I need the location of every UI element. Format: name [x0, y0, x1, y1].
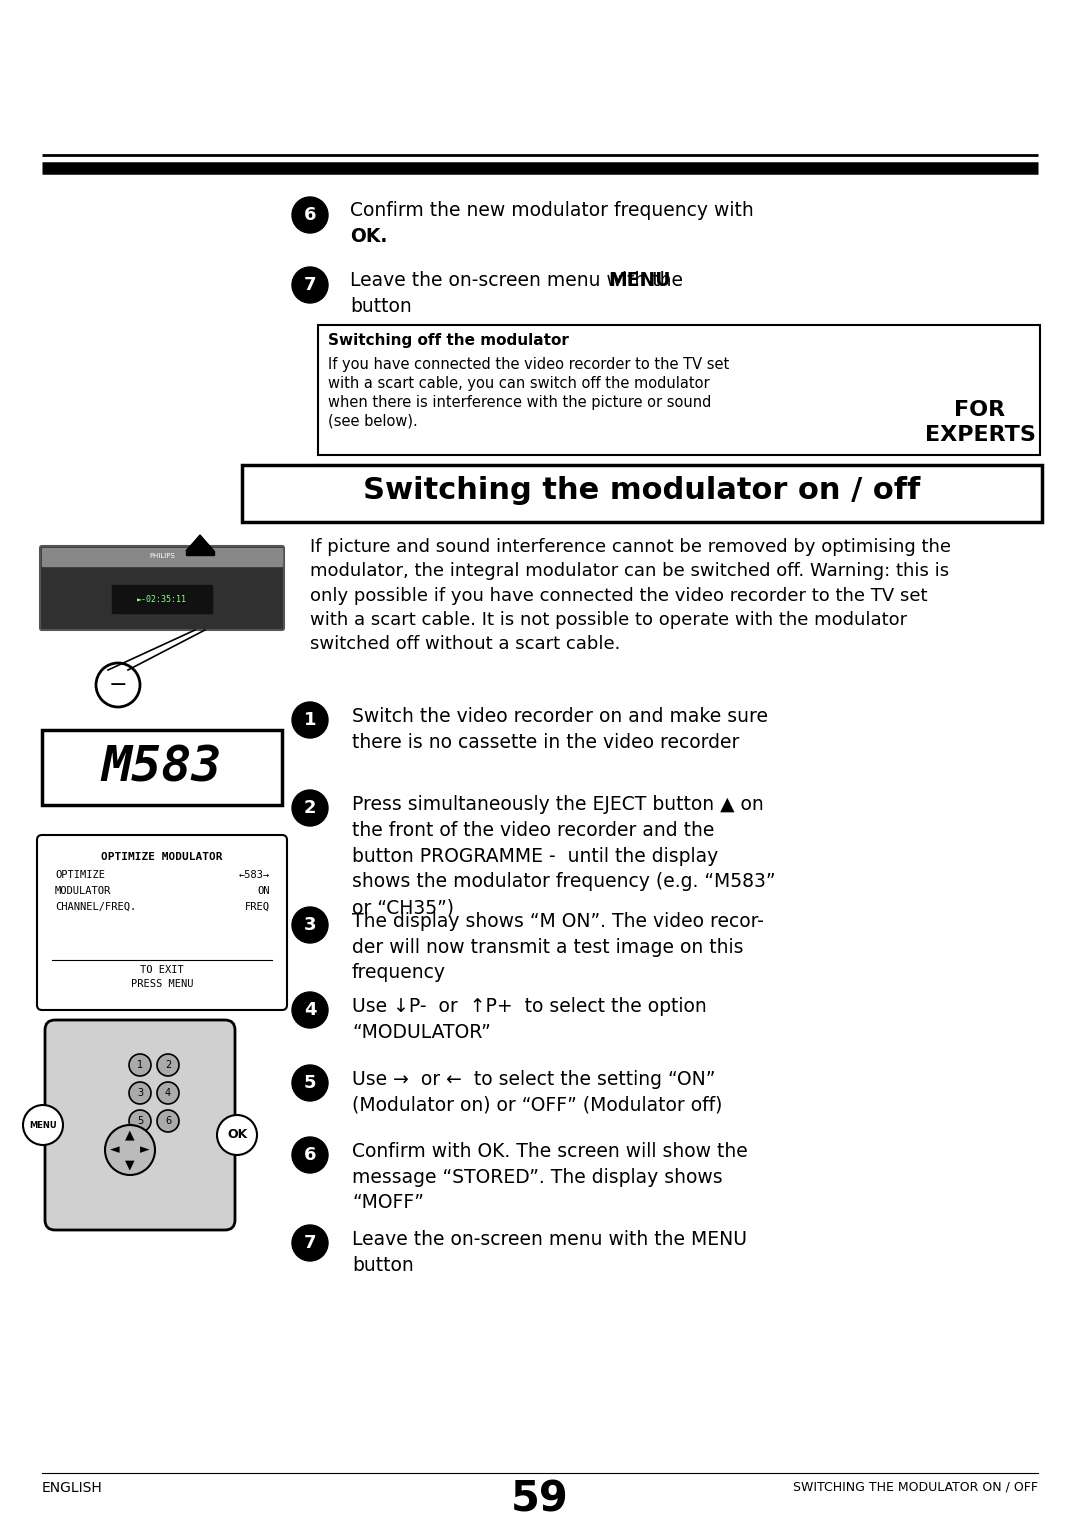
Circle shape — [292, 1137, 328, 1174]
Circle shape — [292, 908, 328, 943]
Text: MENU: MENU — [608, 270, 671, 290]
Text: 4: 4 — [165, 1088, 171, 1099]
Circle shape — [292, 701, 328, 738]
Text: If picture and sound interference cannot be removed by optimising the
modulator,: If picture and sound interference cannot… — [310, 538, 951, 652]
Text: Use →  or ←  to select the setting “ON”
(Modulator on) or “OFF” (Modulator off): Use → or ← to select the setting “ON” (M… — [352, 1070, 723, 1115]
Text: Leave the on-screen menu with the: Leave the on-screen menu with the — [350, 270, 689, 290]
Text: MENU: MENU — [29, 1120, 57, 1129]
Circle shape — [96, 663, 140, 707]
FancyBboxPatch shape — [42, 730, 282, 805]
Text: 7: 7 — [303, 277, 316, 293]
Text: ON: ON — [257, 886, 270, 895]
FancyBboxPatch shape — [37, 834, 287, 1010]
Text: Confirm with OK. The screen will show the
message “STORED”. The display shows
“M: Confirm with OK. The screen will show th… — [352, 1141, 747, 1213]
Text: ▲: ▲ — [125, 1129, 135, 1141]
Text: 5: 5 — [303, 1074, 316, 1093]
Text: ►-02:35:11: ►-02:35:11 — [137, 594, 187, 604]
Text: ◄: ◄ — [110, 1143, 120, 1157]
Polygon shape — [186, 535, 214, 552]
Text: Confirm the new modulator frequency with: Confirm the new modulator frequency with — [350, 202, 754, 220]
Text: 2: 2 — [303, 799, 316, 817]
Text: ENGLISH: ENGLISH — [42, 1481, 103, 1494]
Text: Press simultaneously the EJECT button ▲ on
the front of the video recorder and t: Press simultaneously the EJECT button ▲ … — [352, 795, 775, 917]
Text: 1: 1 — [137, 1060, 143, 1070]
Text: TO EXIT: TO EXIT — [140, 966, 184, 975]
Text: OPTIMIZE: OPTIMIZE — [55, 869, 105, 880]
Text: button: button — [350, 296, 411, 316]
Circle shape — [105, 1125, 156, 1175]
Text: when there is interference with the picture or sound: when there is interference with the pict… — [328, 396, 712, 410]
Text: The display shows “M ON”. The video recor-
der will now transmit a test image on: The display shows “M ON”. The video reco… — [352, 912, 764, 983]
FancyBboxPatch shape — [45, 1021, 235, 1230]
Text: (see below).: (see below). — [328, 414, 418, 429]
Text: with a scart cable, you can switch off the modulator: with a scart cable, you can switch off t… — [328, 376, 710, 391]
Text: Use ↓P-  or  ↑P+  to select the option
“MODULATOR”: Use ↓P- or ↑P+ to select the option “MOD… — [352, 996, 706, 1042]
Text: 5: 5 — [137, 1115, 144, 1126]
Circle shape — [129, 1082, 151, 1105]
Text: 6: 6 — [165, 1115, 171, 1126]
Text: FREQ: FREQ — [245, 902, 270, 912]
Circle shape — [157, 1109, 179, 1132]
Text: OPTIMIZE MODULATOR: OPTIMIZE MODULATOR — [102, 853, 222, 862]
Circle shape — [292, 267, 328, 303]
Text: CHANNEL/FREQ.: CHANNEL/FREQ. — [55, 902, 136, 912]
Text: EXPERTS: EXPERTS — [924, 425, 1036, 445]
Bar — [186, 552, 214, 555]
Text: OK: OK — [227, 1129, 247, 1141]
Circle shape — [157, 1082, 179, 1105]
Text: 3: 3 — [137, 1088, 143, 1099]
Circle shape — [292, 790, 328, 827]
Text: Switching the modulator on / off: Switching the modulator on / off — [363, 477, 920, 504]
Text: PRESS MENU: PRESS MENU — [131, 979, 193, 989]
Text: ←583→: ←583→ — [239, 869, 270, 880]
Bar — [112, 585, 212, 613]
Text: −: − — [109, 675, 127, 695]
Text: Leave the on-screen menu with the MENU
button: Leave the on-screen menu with the MENU b… — [352, 1230, 747, 1274]
Bar — [42, 549, 282, 565]
Text: 4: 4 — [303, 1001, 316, 1019]
Text: FOR: FOR — [955, 400, 1005, 420]
Circle shape — [292, 197, 328, 232]
Circle shape — [292, 992, 328, 1028]
Text: M583: M583 — [102, 744, 222, 792]
FancyBboxPatch shape — [40, 545, 284, 630]
Text: OK.: OK. — [350, 228, 388, 246]
Text: If you have connected the video recorder to the TV set: If you have connected the video recorder… — [328, 358, 729, 371]
Text: 59: 59 — [511, 1478, 569, 1520]
Circle shape — [217, 1115, 257, 1155]
Text: PHILIPS: PHILIPS — [149, 553, 175, 559]
Circle shape — [23, 1105, 63, 1144]
Text: 6: 6 — [303, 206, 316, 225]
Text: 2: 2 — [165, 1060, 171, 1070]
Circle shape — [292, 1065, 328, 1102]
Circle shape — [129, 1109, 151, 1132]
Circle shape — [157, 1054, 179, 1076]
Text: Switch the video recorder on and make sure
there is no cassette in the video rec: Switch the video recorder on and make su… — [352, 707, 768, 752]
Text: Switching off the modulator: Switching off the modulator — [328, 333, 569, 348]
Text: 7: 7 — [303, 1235, 316, 1251]
Text: ►: ► — [140, 1143, 150, 1157]
FancyBboxPatch shape — [318, 325, 1040, 455]
Text: 6: 6 — [303, 1146, 316, 1164]
Circle shape — [129, 1054, 151, 1076]
Text: MODULATOR: MODULATOR — [55, 886, 111, 895]
Text: 3: 3 — [303, 915, 316, 934]
Text: SWITCHING THE MODULATOR ON / OFF: SWITCHING THE MODULATOR ON / OFF — [793, 1481, 1038, 1494]
FancyBboxPatch shape — [242, 465, 1042, 523]
Text: ▼: ▼ — [125, 1158, 135, 1172]
Circle shape — [292, 1225, 328, 1261]
Text: 1: 1 — [303, 711, 316, 729]
